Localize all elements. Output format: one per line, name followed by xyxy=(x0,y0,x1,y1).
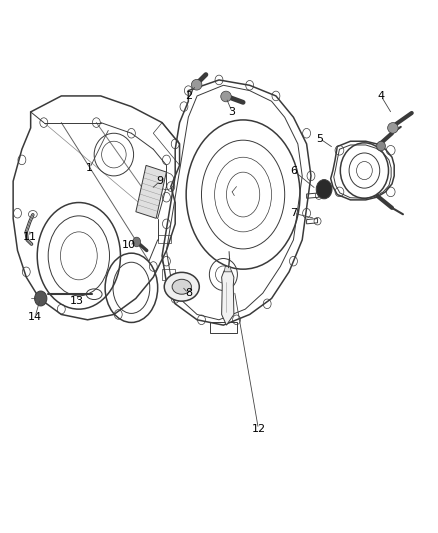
Ellipse shape xyxy=(388,123,398,133)
Text: 11: 11 xyxy=(23,232,37,242)
Ellipse shape xyxy=(377,141,385,151)
Text: 4: 4 xyxy=(378,91,385,101)
Text: 13: 13 xyxy=(70,296,84,306)
Text: 3: 3 xyxy=(229,107,236,117)
Text: 12: 12 xyxy=(251,424,265,434)
Ellipse shape xyxy=(221,91,231,102)
Polygon shape xyxy=(222,271,234,325)
Text: 2: 2 xyxy=(185,91,192,101)
Text: 14: 14 xyxy=(28,312,42,322)
Text: 10: 10 xyxy=(122,240,136,250)
Ellipse shape xyxy=(191,79,202,90)
Text: 8: 8 xyxy=(185,288,192,298)
Text: 7: 7 xyxy=(290,208,297,218)
Ellipse shape xyxy=(316,180,332,199)
Text: 5: 5 xyxy=(316,134,323,143)
Polygon shape xyxy=(136,165,166,219)
Ellipse shape xyxy=(164,272,199,301)
Polygon shape xyxy=(224,266,231,272)
Text: 6: 6 xyxy=(290,166,297,175)
Ellipse shape xyxy=(133,237,141,247)
Text: 9: 9 xyxy=(156,176,163,186)
Ellipse shape xyxy=(172,279,191,294)
Text: 1: 1 xyxy=(86,163,93,173)
Ellipse shape xyxy=(35,291,47,306)
